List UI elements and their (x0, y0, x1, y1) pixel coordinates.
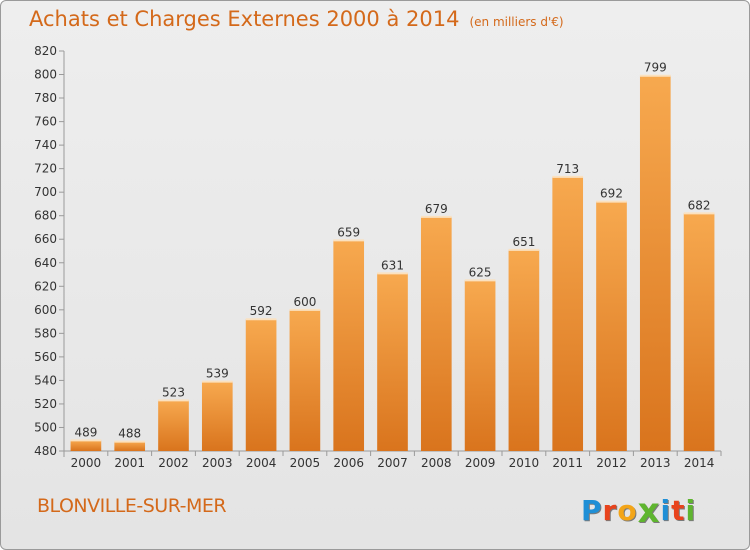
x-tick-label: 2007 (377, 456, 408, 470)
y-tick-label: 700 (34, 185, 57, 199)
bar-value-label: 682 (688, 198, 711, 212)
y-tick-label: 620 (34, 279, 57, 293)
y-tick-label: 580 (34, 326, 57, 340)
logo-letter: x (637, 491, 661, 531)
bar-value-label: 799 (644, 61, 667, 75)
logo-letter: t (671, 494, 686, 527)
y-tick-label: 560 (34, 350, 57, 364)
bar-value-label: 659 (337, 225, 360, 239)
commune-name: BLONVILLE-SUR-MER (37, 495, 227, 517)
bar (552, 176, 584, 451)
bar (508, 249, 540, 451)
bar-value-label: 488 (118, 427, 141, 441)
x-tick-label: 2006 (333, 456, 364, 470)
x-tick-label: 2002 (158, 456, 189, 470)
y-tick-label: 540 (34, 373, 57, 387)
bar-value-label: 679 (425, 202, 448, 216)
bar (289, 309, 321, 451)
x-tick-label: 2014 (684, 456, 715, 470)
bar-value-label: 489 (74, 425, 97, 439)
y-tick-label: 760 (34, 115, 57, 129)
logo-letter: o (617, 494, 638, 527)
bar (683, 213, 715, 451)
y-tick-label: 800 (34, 68, 57, 82)
x-tick-label: 2005 (290, 456, 321, 470)
y-tick-label: 500 (34, 420, 57, 434)
bar (201, 381, 233, 451)
bar-value-label: 713 (556, 162, 579, 176)
bar-value-label: 651 (512, 235, 535, 249)
y-tick-label: 780 (34, 91, 57, 105)
bar (420, 216, 452, 451)
logo-letter: P (581, 494, 603, 527)
x-tick-label: 2010 (509, 456, 540, 470)
x-tick-label: 2003 (202, 456, 233, 470)
bar-value-label: 600 (293, 295, 316, 309)
x-tick-label: 2001 (114, 456, 145, 470)
x-tick-label: 2008 (421, 456, 452, 470)
chart-unit: (en milliers d'€) (469, 15, 564, 29)
y-tick-label: 660 (34, 232, 57, 246)
y-tick-label: 640 (34, 256, 57, 270)
x-tick-label: 2011 (552, 456, 583, 470)
bar (333, 240, 365, 451)
y-tick-label: 720 (34, 162, 57, 176)
bar-value-label: 692 (600, 187, 623, 201)
y-tick-label: 600 (34, 303, 57, 317)
chart-title: Achats et Charges Externes 2000 à 2014 (e… (29, 7, 564, 31)
proxiti-logo[interactable]: Proxiti (581, 489, 697, 531)
bar-value-label: 523 (162, 385, 185, 399)
bar (377, 273, 408, 451)
y-tick-label: 520 (34, 397, 57, 411)
bar (158, 400, 189, 451)
y-tick-label: 820 (34, 44, 57, 58)
x-tick-label: 2012 (596, 456, 627, 470)
y-tick-label: 740 (34, 138, 57, 152)
y-tick-label: 680 (34, 209, 57, 223)
bar-value-label: 592 (250, 304, 273, 318)
y-tick-label: 480 (34, 444, 57, 458)
bar-value-label: 539 (206, 367, 229, 381)
bar (464, 280, 496, 451)
x-tick-label: 2009 (465, 456, 496, 470)
bar-value-label: 631 (381, 258, 404, 272)
x-tick-label: 2013 (640, 456, 671, 470)
bar-chart: 480 500 520 540 560 580 600 620 640 660 680 700 720 7… (34, 44, 722, 470)
bar (245, 319, 277, 451)
bar (70, 440, 102, 451)
bar (596, 201, 627, 451)
logo-letter: r (602, 494, 618, 527)
logo-letter: i (660, 494, 672, 527)
bar-value-label: 625 (469, 265, 492, 279)
logo-letter: i (685, 494, 697, 527)
chart-title-text: Achats et Charges Externes 2000 à 2014 (29, 7, 460, 31)
bar (639, 75, 671, 452)
bar (114, 441, 146, 451)
x-tick-label: 2000 (71, 456, 102, 470)
x-tick-label: 2004 (246, 456, 277, 470)
